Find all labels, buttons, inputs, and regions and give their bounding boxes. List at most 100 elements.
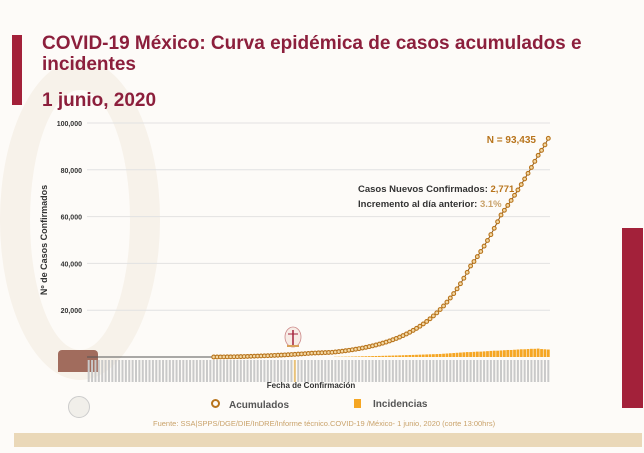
x-tick-label [287,360,290,382]
x-tick-label [324,360,327,382]
slide-date: 1 junio, 2020 [42,90,157,111]
x-tick-label [229,360,232,382]
x-tick-label [121,360,124,382]
incidence-bar [367,356,371,357]
incidence-bar [492,350,496,357]
accumulated-point [457,281,463,287]
x-tick-label [412,360,415,382]
x-tick-label [266,360,269,382]
accumulated-point [522,176,528,182]
x-tick-label [189,360,192,382]
x-tick-label [520,360,523,382]
event-marker-icon [284,326,302,348]
x-tick-label [101,360,104,382]
x-tick-label [233,360,236,382]
incidence-bar [479,351,483,357]
incidence-bar [499,350,503,357]
incidence-bar [391,355,395,357]
accumulated-point [471,259,477,264]
x-tick-label [327,360,330,382]
incidence-bar [448,353,452,357]
accumulated-point [505,202,511,208]
accumulated-point [532,158,538,164]
x-tick-label [429,360,432,382]
x-tick-label [401,360,404,382]
epidemic-curve-chart: 20,000 40,000 60,000 80,000 100,000 Nº de Ca… [39,121,551,390]
incidence-bar [489,350,493,357]
accumulated-point [441,303,446,309]
legend-accumulated-label: Acumulados [229,400,290,411]
x-tick-label [256,360,259,382]
x-tick-label [148,360,151,382]
incidence-bar [465,352,469,357]
x-tick-label [236,360,239,382]
accumulated-point [417,323,423,329]
incidence-bar [459,352,462,357]
x-tick-label [175,360,178,382]
incidence-bar [546,349,550,357]
x-tick-label [118,360,121,382]
x-tick-label [378,360,381,382]
incidence-bar [530,348,533,357]
incidence-bar [502,350,506,357]
x-tick-label [314,360,317,382]
accumulated-point [414,325,419,331]
x-tick-label [445,360,448,382]
incidence-bar [519,349,523,357]
x-tick-label [432,360,435,382]
x-tick-label [165,360,168,382]
incidence-bar [415,354,418,357]
x-tick-label [145,360,148,382]
x-tick-label [496,360,499,382]
x-tick-label [364,360,367,382]
total-annotation: N = 93,435 [487,135,537,146]
x-tick-label [94,360,97,382]
incidence-bar [506,349,510,357]
footer-band [14,433,642,447]
accumulated-point [410,327,416,333]
x-tick-label [334,360,337,382]
x-axis-title: Fecha de Confirmación [267,381,356,390]
accumulated-line [213,138,549,358]
incidence-bar [357,356,361,357]
incidence-bar [469,352,472,357]
x-tick-label [226,360,229,382]
incidence-bar [526,349,530,357]
x-tick-label [192,360,195,382]
incidence-bar [533,348,537,357]
incidence-bar [509,349,513,357]
x-tick-label [486,360,489,382]
x-tick-label [540,360,543,382]
x-tick-label [283,360,286,382]
incidence-bar [482,351,486,357]
incidence-bar [381,355,385,357]
accumulated-point [424,319,430,324]
x-tick-label [97,360,100,382]
accumulated-point [528,165,534,170]
x-tick-label [395,360,398,382]
incidence-bar [408,355,412,357]
new-cases-annotation: Casos Nuevos Confirmados: 2,771 [358,184,515,195]
legend-incidence-label: Incidencias [373,399,428,410]
incidence-bar [452,353,456,357]
increase-annotation: Incremento al día anterior: 3.1% [358,199,502,210]
x-tick-label [202,360,205,382]
x-tick-label [111,360,114,382]
x-tick-label [516,360,519,382]
x-tick-label [405,360,408,382]
x-tick-label [422,360,425,382]
x-tick-label [249,360,252,382]
slide-title: COVID-19 México: Curva epidémica de caso… [42,33,582,75]
y-tick-label: 20,000 [61,308,83,315]
x-tick-label [293,360,296,382]
x-tick-label [182,360,185,382]
x-tick-label [216,360,219,382]
accumulated-point [468,263,474,269]
x-tick-label [341,360,344,382]
incidence-bar [374,355,378,357]
incidence-bar [388,355,391,357]
accumulated-point [535,152,541,158]
x-tick-label [347,360,350,382]
x-tick-label [354,360,357,382]
x-tick-label [185,360,188,382]
